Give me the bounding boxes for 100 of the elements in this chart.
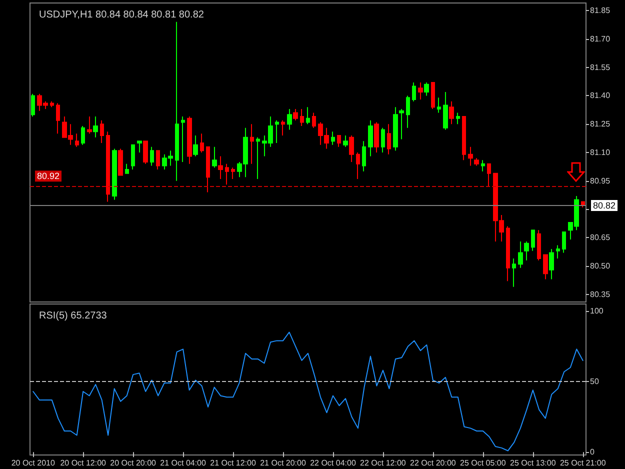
candlestick — [331, 131, 335, 146]
candlestick — [156, 150, 160, 170]
candlestick — [93, 116, 98, 138]
candlestick — [125, 163, 129, 174]
candlestick — [118, 148, 123, 176]
candlestick — [524, 240, 529, 261]
candlestick — [293, 108, 298, 121]
x-tick-label: 20 Oct 2010 — [11, 458, 56, 468]
x-tick-label: 21 Oct 04:00 — [160, 458, 207, 468]
candlestick — [193, 134, 198, 157]
candlestick — [175, 21, 179, 182]
x-tick-label: 20 Oct 12:00 — [60, 458, 107, 468]
candlestick — [337, 134, 341, 148]
candlestick — [362, 140, 366, 172]
x-tick-label: 25 Oct 13:00 — [510, 458, 556, 468]
candlestick — [556, 244, 560, 259]
candlestick — [443, 91, 448, 130]
y-tick-label: 81.55 — [590, 62, 611, 72]
candlestick — [481, 160, 485, 172]
candlestick — [87, 116, 92, 134]
y-tick-label: 81.25 — [590, 120, 611, 129]
y-tick-label: 100 — [590, 306, 604, 316]
y-tick-label: 80.95 — [590, 176, 611, 186]
candlestick — [306, 106, 310, 125]
candlestick — [181, 116, 185, 162]
candlestick — [506, 226, 510, 282]
candlestick — [512, 258, 516, 288]
candlestick — [212, 146, 217, 168]
candlestick — [200, 133, 204, 153]
candlestick — [312, 112, 316, 128]
candlestick — [281, 120, 285, 136]
candlestick — [349, 134, 354, 162]
candlestick — [343, 134, 348, 148]
y-tick-label: 81.85 — [590, 6, 611, 16]
y-tick-label: 80.50 — [590, 262, 611, 271]
candlestick — [150, 146, 154, 166]
ref-line-label: 80.92 — [37, 171, 60, 182]
candlestick — [468, 146, 473, 166]
ref-line-label: 80.82 — [593, 200, 616, 210]
candlestick — [424, 82, 429, 96]
candlestick — [275, 120, 279, 144]
candlestick — [143, 140, 148, 164]
y-tick-label: 81.10 — [590, 148, 611, 157]
candlestick — [456, 112, 460, 125]
candlestick — [218, 156, 223, 180]
candlestick — [549, 248, 554, 280]
candlestick — [474, 158, 479, 166]
text: RSI(5) 65.2733 — [39, 310, 108, 322]
candlestick — [374, 122, 379, 153]
text: USDJPY,H1 80.84 80.84 80.81 80.82 — [39, 10, 204, 20]
y-tick-label: 80.35 — [590, 290, 611, 299]
candlestick — [256, 136, 260, 180]
candlestick — [543, 254, 548, 280]
y-tick-label: 81.70 — [590, 34, 611, 44]
x-tick-label: 25 Oct 05:00 — [460, 458, 506, 468]
candlestick — [518, 240, 523, 268]
candlestick — [412, 82, 416, 102]
x-tick-label: 25 Oct 21:00 — [560, 458, 606, 468]
candlestick — [56, 102, 60, 134]
candlestick — [187, 116, 192, 164]
candlestick — [431, 82, 435, 110]
candlestick — [206, 146, 210, 193]
candlestick — [393, 106, 398, 152]
candlestick — [50, 100, 54, 108]
candlestick — [81, 126, 85, 146]
candlestick — [381, 127, 385, 153]
candlestick — [387, 124, 391, 155]
candlestick — [487, 163, 491, 188]
candlestick — [562, 231, 566, 254]
candlestick — [406, 95, 410, 128]
candlestick — [418, 82, 423, 100]
candlestick — [287, 108, 292, 130]
y-tick-label: 80.65 — [590, 233, 611, 242]
candlestick — [531, 230, 535, 252]
candlestick — [75, 133, 79, 148]
candlestick — [131, 144, 135, 170]
candlestick — [537, 230, 541, 261]
candlestick — [356, 152, 360, 180]
candlestick — [437, 97, 441, 114]
candlestick — [449, 100, 454, 125]
candlestick — [137, 140, 142, 153]
candlestick — [462, 116, 466, 161]
candlestick — [225, 163, 229, 186]
candlestick — [231, 167, 235, 180]
y-tick-label: 81.40 — [590, 91, 611, 100]
candlestick — [100, 120, 104, 144]
y-tick-label: 50 — [590, 377, 600, 386]
candlestick — [250, 124, 254, 164]
candlestick — [399, 108, 404, 140]
x-tick-label: 20 Oct 20:00 — [110, 458, 157, 468]
candlestick — [106, 131, 110, 202]
line-series — [32, 332, 584, 452]
x-tick-label: 22 Oct 12:00 — [360, 458, 406, 468]
candlestick — [368, 120, 373, 157]
x-tick-label: 22 Oct 04:00 — [310, 458, 356, 468]
y-tick-label: 0 — [590, 448, 595, 457]
candlestick — [112, 148, 117, 200]
x-tick-label: 21 Oct 12:00 — [210, 458, 256, 468]
candlestick — [31, 93, 35, 118]
candlestick — [300, 108, 304, 127]
